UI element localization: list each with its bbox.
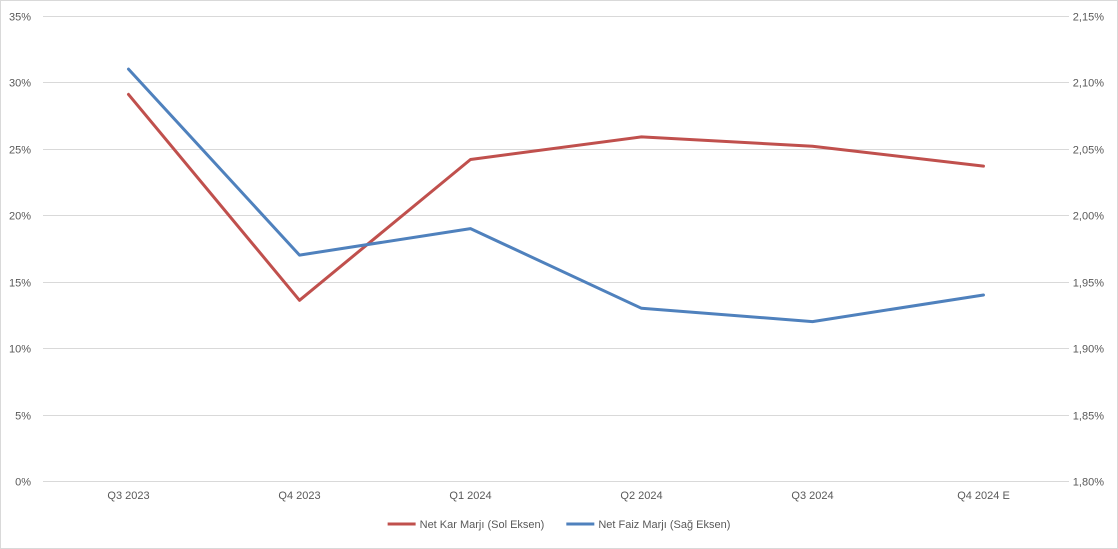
series-line: [127, 92, 985, 302]
x-tick-label: Q3 2023: [107, 490, 149, 502]
left-y-axis: 0% 5% 10% 15% 20% 25% 30% 35%: [9, 12, 31, 489]
left-tick-label: 35%: [9, 12, 31, 24]
x-tick-label: Q4 2024 E: [957, 490, 1010, 502]
right-tick-label: 2,00%: [1073, 211, 1104, 223]
x-tick-label: Q4 2023: [278, 490, 320, 502]
x-tick-label: Q3 2024: [791, 490, 833, 502]
left-tick-label: 20%: [9, 211, 31, 223]
right-tick-label: 2,10%: [1073, 78, 1104, 90]
right-tick-label: 1,85%: [1073, 411, 1104, 423]
series-line: [127, 67, 985, 324]
right-y-axis: 1,80% 1,85% 1,90% 1,95% 2,00% 2,05% 2,10% 2,15%: [1073, 12, 1104, 489]
left-tick-label: 30%: [9, 78, 31, 90]
left-tick-label: 25%: [9, 145, 31, 157]
legend-entry: Net Faiz Marjı (Sağ Eksen): [566, 519, 730, 531]
legend-label: Net Faiz Marjı (Sağ Eksen): [598, 519, 730, 531]
right-tick-label: 1,95%: [1073, 278, 1104, 290]
right-tick-label: 1,80%: [1073, 477, 1104, 489]
right-tick-label: 2,15%: [1073, 12, 1104, 24]
legend-entry: Net Kar Marjı (Sol Eksen): [387, 519, 545, 531]
gridlines: [43, 16, 1069, 482]
series-lines: [127, 67, 985, 324]
legend: Net Kar Marjı (Sol Eksen) Net Faiz Marjı …: [387, 519, 730, 531]
left-tick-label: 10%: [9, 344, 31, 356]
series: [127, 67, 985, 324]
left-tick-label: 0%: [15, 477, 31, 489]
left-tick-label: 15%: [9, 278, 31, 290]
left-tick-label: 5%: [15, 411, 31, 423]
series: [127, 92, 985, 302]
x-tick-label: Q1 2024: [449, 490, 491, 502]
right-tick-label: 2,05%: [1073, 145, 1104, 157]
x-axis: Q3 2023 Q4 2023 Q1 2024 Q2 2024 Q3 2024 Q4 20…: [107, 490, 1009, 502]
legend-label: Net Kar Marjı (Sol Eksen): [420, 519, 545, 531]
x-tick-label: Q2 2024: [620, 490, 662, 502]
right-tick-label: 1,90%: [1073, 344, 1104, 356]
